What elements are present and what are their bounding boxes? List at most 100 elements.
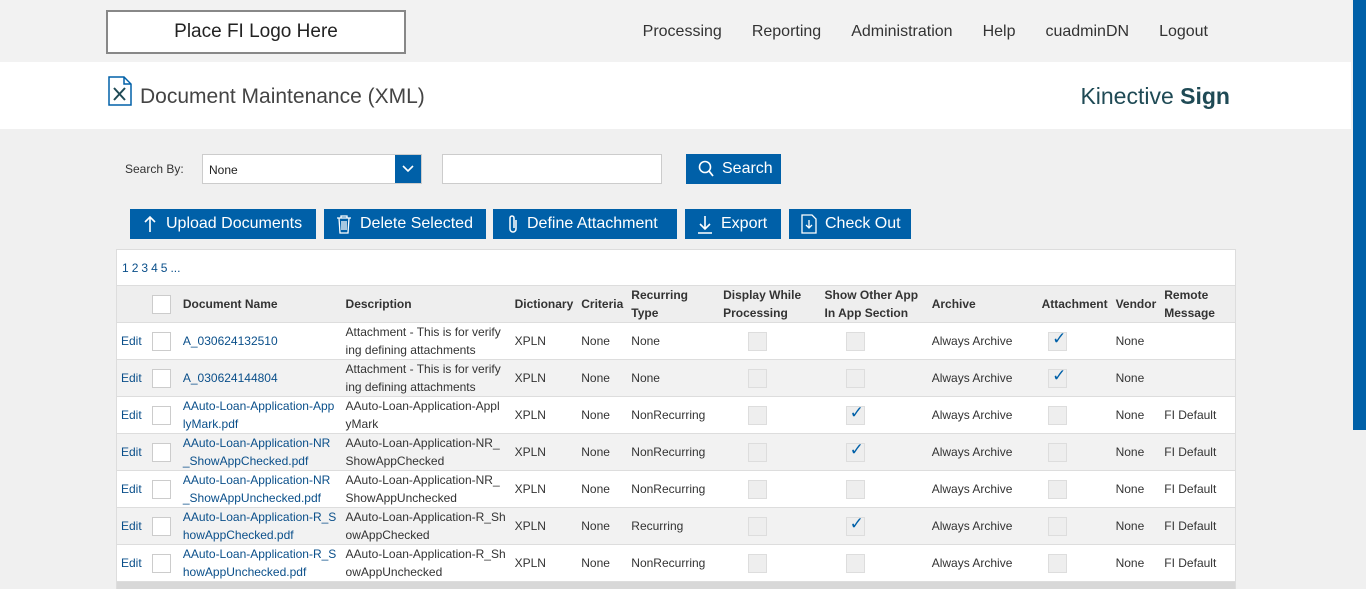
page-link-5[interactable]: 5 (160, 261, 168, 275)
check-out-label: Check Out (825, 215, 901, 232)
chevron-down-icon[interactable] (395, 155, 421, 183)
row-select-checkbox[interactable] (151, 368, 171, 388)
page-link-4[interactable]: 4 (151, 261, 158, 275)
header-criteria[interactable]: Criteria (577, 285, 628, 323)
header-attachment[interactable]: Attachment (1037, 285, 1112, 323)
table-header-row: Document Name Description Dictionary Cri… (117, 285, 1235, 323)
header-dictionary[interactable]: Dictionary (510, 285, 578, 323)
description-line2: yMark (345, 417, 379, 431)
nav-help[interactable]: Help (982, 23, 1016, 40)
document-name-line1: AAuto-Loan-Application-R_S (182, 547, 337, 561)
criteria-cell: None (577, 396, 628, 434)
page-link-3[interactable]: 3 (141, 261, 149, 275)
document-name-link[interactable]: AAuto-Loan-Application-R_S howAppChecked.… (183, 510, 336, 542)
checkmark-icon: ✓ (1052, 328, 1067, 348)
archive-cell: Always Archive (927, 396, 1038, 434)
delete-selected-button[interactable]: Delete Selected (324, 209, 486, 239)
recurring-type-cell: NonRecurring (627, 544, 720, 582)
display-while-processing-checkbox (748, 368, 768, 388)
attachment-checkbox (1048, 553, 1068, 573)
search-button[interactable]: Search (686, 154, 781, 184)
header-edit (117, 285, 148, 323)
vertical-scrollbar[interactable] (1351, 0, 1366, 589)
document-name-line1: AAuto-Loan-Application-NR (182, 473, 331, 487)
search-by-select[interactable]: None (202, 154, 422, 184)
header-document-name[interactable]: Document Name (178, 285, 342, 323)
description-cell: Attachment - This is for verify ing defin… (341, 322, 511, 360)
export-button[interactable]: Export (685, 209, 781, 239)
checkmark-icon: ✓ (1052, 365, 1067, 385)
edit-link[interactable]: Edit (121, 371, 142, 385)
header-showother-line1: Show Other App (824, 288, 919, 302)
dictionary-cell: XPLN (510, 507, 578, 545)
document-name-link[interactable]: AAuto-Loan-Application-NR _ShowAppChecked… (183, 436, 330, 468)
remote-message-cell (1160, 359, 1235, 397)
document-name-link[interactable]: A_030624144804 (183, 371, 278, 385)
nav-administration[interactable]: Administration (851, 23, 953, 40)
display-while-processing-checkbox (748, 442, 768, 462)
upload-documents-button[interactable]: Upload Documents (130, 209, 316, 239)
edit-link[interactable]: Edit (121, 334, 142, 348)
edit-link[interactable]: Edit (121, 519, 142, 533)
edit-link[interactable]: Edit (121, 482, 142, 496)
main-nav: Processing Reporting Administration Help… (613, 23, 1208, 41)
header-display-line2: Processing (723, 306, 788, 320)
archive-cell: Always Archive (927, 322, 1038, 360)
dictionary-cell: XPLN (510, 322, 578, 360)
check-out-button[interactable]: Check Out (789, 209, 911, 239)
header-remote-message[interactable]: Remote Message (1160, 285, 1235, 323)
vendor-cell: None (1111, 470, 1161, 508)
scrollbar-thumb[interactable] (1353, 0, 1366, 430)
recurring-type-cell: NonRecurring (627, 433, 720, 471)
description-line1: AAuto-Loan-Application-R_Sh (345, 510, 506, 524)
header-archive[interactable]: Archive (927, 285, 1038, 323)
edit-link[interactable]: Edit (121, 556, 142, 570)
header-display-while-processing[interactable]: Display While Processing (719, 285, 821, 323)
vendor-cell: None (1111, 322, 1161, 360)
document-icon (108, 76, 132, 106)
checkmark-icon: ✓ (849, 402, 864, 422)
page-link-1[interactable]: 1 (122, 261, 129, 275)
header-show-other-app[interactable]: Show Other App In App Section (820, 285, 928, 323)
document-name-line2: howAppUnchecked.pdf (182, 565, 307, 579)
nav-logout[interactable]: Logout (1159, 23, 1208, 40)
document-name-link[interactable]: AAuto-Loan-Application-R_S howAppUnchecke… (183, 547, 336, 579)
document-name-line2: _ShowAppChecked.pdf (182, 454, 309, 468)
remote-message-cell (1160, 322, 1235, 360)
edit-link[interactable]: Edit (121, 445, 142, 459)
edit-link[interactable]: Edit (121, 408, 142, 422)
row-select-checkbox[interactable] (151, 553, 171, 573)
header-description[interactable]: Description (341, 285, 511, 323)
document-name-link[interactable]: A_030624132510 (183, 334, 278, 348)
criteria-cell: None (577, 322, 628, 360)
description-line1: AAuto-Loan-Application-R_Sh (345, 547, 506, 561)
description-cell: Attachment - This is for verify ing defin… (341, 359, 511, 397)
nav-user[interactable]: cuadminDN (1045, 23, 1130, 40)
row-select-checkbox[interactable] (151, 331, 171, 351)
header-recurring-type[interactable]: Recurring Type (627, 285, 720, 323)
row-select-checkbox[interactable] (151, 516, 171, 536)
title-bar: Document Maintenance (XML) Kinective Sig… (0, 62, 1351, 129)
criteria-cell: None (577, 544, 628, 582)
header-vendor[interactable]: Vendor (1111, 285, 1161, 323)
nav-processing[interactable]: Processing (642, 23, 722, 40)
dictionary-cell: XPLN (510, 359, 578, 397)
header-remote-line2: Message (1164, 306, 1215, 320)
select-all-checkbox[interactable] (151, 294, 171, 314)
define-attachment-button[interactable]: Define Attachment (493, 209, 677, 239)
remote-message-cell: FI Default (1160, 544, 1235, 582)
remote-message-cell: FI Default (1160, 507, 1235, 545)
search-input[interactable] (442, 154, 662, 184)
row-select-checkbox[interactable] (151, 442, 171, 462)
row-select-checkbox[interactable] (151, 479, 171, 499)
document-name-link[interactable]: AAuto-Loan-Application-NR _ShowAppUncheck… (183, 473, 330, 505)
page-link-2[interactable]: 2 (131, 261, 139, 275)
nav-reporting[interactable]: Reporting (751, 23, 822, 40)
trash-icon (337, 215, 351, 234)
attachment-checkbox (1048, 442, 1068, 462)
vendor-cell: None (1111, 507, 1161, 545)
row-select-checkbox[interactable] (151, 405, 171, 425)
page-link-more[interactable]: ... (170, 261, 181, 275)
description-line2: ing defining attachments (345, 343, 476, 357)
document-name-link[interactable]: AAuto-Loan-Application-App lyMark.pdf (183, 399, 334, 431)
